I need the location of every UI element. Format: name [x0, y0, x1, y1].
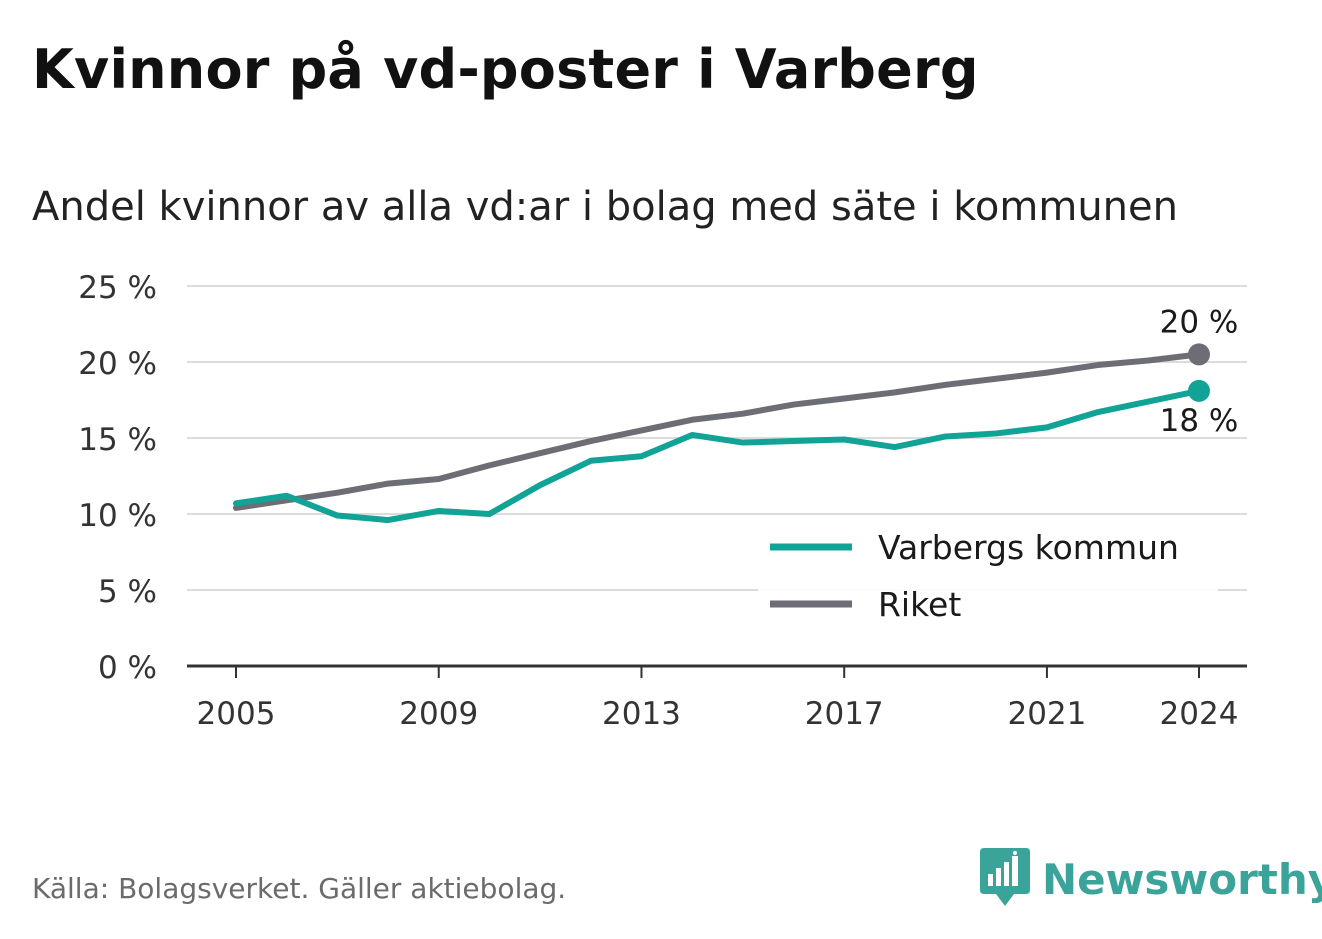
y-tick-label: 0 %: [98, 650, 157, 686]
y-tick-label: 10 %: [78, 498, 157, 534]
x-tick-label: 2021: [1007, 696, 1086, 732]
series-line: [233, 351, 1202, 511]
x-tick-label: 2017: [805, 696, 884, 732]
x-tick-label: 2024: [1160, 696, 1239, 732]
x-tick-label: 2005: [197, 696, 276, 732]
series-end-label: 20 %: [1160, 304, 1239, 340]
series-end-label: 18 %: [1160, 403, 1239, 439]
x-tick-label: 2009: [399, 696, 478, 732]
brand-name: Newsworthy: [1042, 854, 1322, 904]
y-tick-label: 20 %: [78, 346, 157, 382]
chart-subtitle: Andel kvinnor av alla vd:ar i bolag med …: [32, 184, 1178, 230]
chart-title: Kvinnor på vd-poster i Varberg: [32, 38, 979, 101]
newsworthy-logo-icon: [980, 848, 1030, 906]
series-end-point: [1188, 343, 1210, 366]
y-tick-label: 15 %: [78, 422, 157, 458]
legend-label: Riket: [878, 585, 961, 624]
newsworthy-logo[interactable]: Newsworthy: [980, 848, 1322, 910]
y-tick-label: 25 %: [78, 270, 157, 306]
x-tick-label: 2013: [602, 696, 681, 732]
series-end-point: [1188, 379, 1210, 402]
legend-box: [758, 516, 1218, 632]
y-tick-label: 5 %: [98, 574, 157, 610]
legend-label: Varbergs kommun: [878, 528, 1179, 567]
series-line: [233, 387, 1202, 524]
source-note: Källa: Bolagsverket. Gäller aktiebolag.: [32, 872, 567, 905]
